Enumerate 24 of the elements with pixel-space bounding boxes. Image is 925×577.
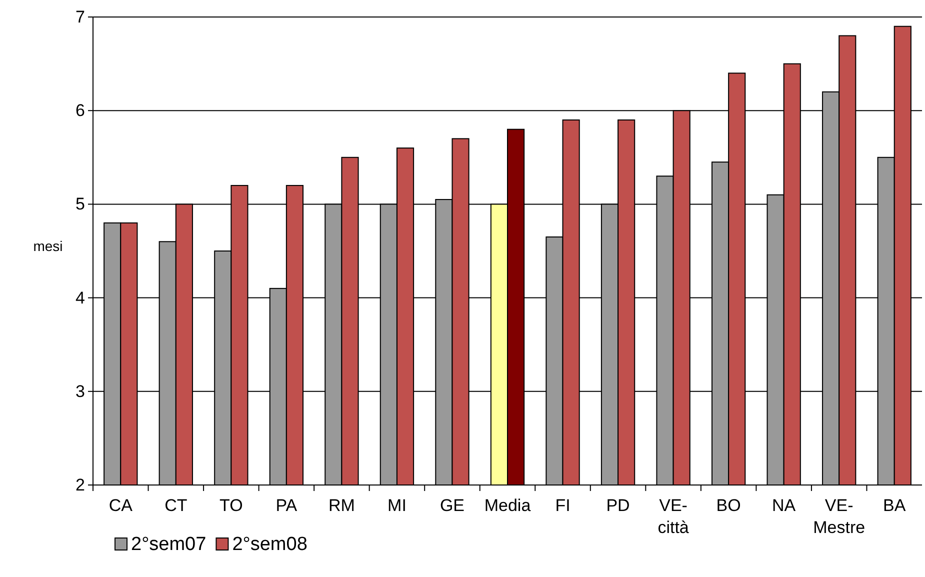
x-tick-label: GE xyxy=(440,496,465,515)
x-tick-label: VE-città xyxy=(658,496,690,537)
y-tick-label: 7 xyxy=(76,7,85,26)
x-tick-label: NA xyxy=(772,496,796,515)
x-tick-label: RM xyxy=(328,496,355,515)
x-tick-label: BA xyxy=(883,496,906,515)
x-tick-label: CT xyxy=(164,496,188,515)
y-tick-label: 4 xyxy=(76,288,85,308)
x-tick-label: TO xyxy=(220,496,243,515)
x-tick-label: VE-Mestre xyxy=(813,496,866,537)
x-tick-label: PA xyxy=(276,496,298,515)
x-tick-label: FI xyxy=(555,496,570,515)
x-tick-label: BO xyxy=(716,496,741,515)
y-tick-label: 2 xyxy=(76,475,85,494)
y-axis-title: mesi xyxy=(33,238,63,254)
y-tick-label: 6 xyxy=(76,101,85,120)
x-tick-label: PD xyxy=(606,496,630,515)
legend-label: 2°sem07 xyxy=(131,534,206,555)
x-tick-label: Media xyxy=(484,496,532,515)
x-tick-label: CA xyxy=(108,496,134,515)
y-tick-label: 5 xyxy=(76,194,85,214)
x-tick-label: MI xyxy=(388,496,406,515)
y-tick-label: 3 xyxy=(76,382,85,401)
legend-label: 2°sem08 xyxy=(232,534,308,555)
